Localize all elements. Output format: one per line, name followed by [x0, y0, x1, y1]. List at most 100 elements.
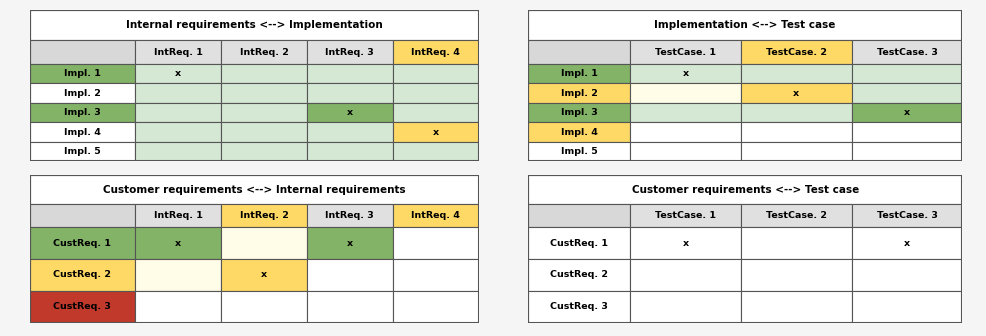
Text: x: x	[903, 239, 909, 248]
Bar	[221, 204, 307, 227]
Text: x: x	[793, 88, 799, 97]
Text: TestCase. 2: TestCase. 2	[765, 47, 826, 56]
Bar	[30, 64, 135, 83]
Text: Impl. 4: Impl. 4	[64, 128, 101, 136]
Text: x: x	[346, 239, 353, 248]
Bar	[629, 142, 740, 161]
Text: IntReq. 4: IntReq. 4	[411, 211, 459, 220]
Text: Internal requirements <--> Implementation: Internal requirements <--> Implementatio…	[125, 20, 383, 30]
Text: CustReq. 2: CustReq. 2	[549, 270, 607, 279]
Bar	[30, 291, 135, 323]
Text: x: x	[175, 69, 181, 78]
Bar	[30, 83, 135, 103]
Bar	[30, 10, 478, 40]
Bar	[392, 142, 478, 161]
Bar	[740, 204, 851, 227]
Bar	[392, 259, 478, 291]
Text: CustReq. 3: CustReq. 3	[549, 302, 607, 311]
Bar	[30, 175, 478, 204]
Bar	[740, 259, 851, 291]
Text: Impl. 3: Impl. 3	[560, 108, 597, 117]
Bar	[629, 40, 740, 64]
Bar	[135, 259, 221, 291]
Text: Impl. 3: Impl. 3	[64, 108, 101, 117]
Bar	[392, 40, 478, 64]
Text: x: x	[903, 108, 909, 117]
Bar	[135, 291, 221, 323]
Bar	[629, 83, 740, 103]
Text: Customer requirements <--> Internal requirements: Customer requirements <--> Internal requ…	[103, 184, 405, 195]
Text: Impl. 1: Impl. 1	[560, 69, 597, 78]
Bar	[307, 291, 392, 323]
Bar	[30, 204, 135, 227]
Bar	[221, 103, 307, 122]
Bar	[740, 291, 851, 323]
Text: IntReq. 1: IntReq. 1	[154, 211, 202, 220]
Bar	[135, 83, 221, 103]
Bar	[851, 142, 961, 161]
Bar	[221, 122, 307, 142]
Text: IntReq. 2: IntReq. 2	[240, 47, 288, 56]
Text: Implementation <--> Test case: Implementation <--> Test case	[654, 20, 835, 30]
Text: Impl. 2: Impl. 2	[64, 88, 101, 97]
Bar	[392, 122, 478, 142]
Bar	[221, 40, 307, 64]
Bar	[135, 40, 221, 64]
Bar	[740, 122, 851, 142]
Bar	[740, 83, 851, 103]
Bar	[30, 122, 135, 142]
Text: x: x	[260, 270, 267, 279]
Bar	[851, 122, 961, 142]
Bar	[307, 204, 392, 227]
Bar	[528, 40, 629, 64]
Text: x: x	[175, 239, 181, 248]
Bar	[629, 103, 740, 122]
Bar	[221, 64, 307, 83]
Text: TestCase. 3: TestCase. 3	[876, 47, 937, 56]
Bar	[392, 291, 478, 323]
Bar	[392, 83, 478, 103]
Bar	[629, 64, 740, 83]
Bar	[392, 227, 478, 259]
Text: x: x	[432, 128, 439, 136]
Bar	[307, 142, 392, 161]
Bar	[528, 103, 629, 122]
Bar	[851, 40, 961, 64]
Bar	[629, 227, 740, 259]
Text: Impl. 5: Impl. 5	[560, 147, 597, 156]
Bar	[307, 83, 392, 103]
Text: Customer requirements <--> Test case: Customer requirements <--> Test case	[631, 184, 858, 195]
Bar	[135, 103, 221, 122]
Bar	[392, 64, 478, 83]
Bar	[629, 291, 740, 323]
Bar	[307, 64, 392, 83]
Bar	[629, 259, 740, 291]
Text: TestCase. 3: TestCase. 3	[876, 211, 937, 220]
Bar	[740, 142, 851, 161]
Text: TestCase. 1: TestCase. 1	[655, 47, 715, 56]
Text: Impl. 5: Impl. 5	[64, 147, 101, 156]
Text: CustReq. 1: CustReq. 1	[549, 239, 607, 248]
Bar	[528, 10, 961, 40]
Bar	[528, 227, 629, 259]
Bar	[135, 142, 221, 161]
Bar	[740, 103, 851, 122]
Bar	[528, 142, 629, 161]
Text: TestCase. 1: TestCase. 1	[655, 211, 715, 220]
Bar	[221, 142, 307, 161]
Bar	[740, 64, 851, 83]
Bar	[307, 227, 392, 259]
Text: x: x	[681, 69, 688, 78]
Text: IntReq. 4: IntReq. 4	[411, 47, 459, 56]
Bar	[221, 83, 307, 103]
Bar	[30, 259, 135, 291]
Bar	[528, 64, 629, 83]
Bar	[528, 83, 629, 103]
Bar	[740, 40, 851, 64]
Bar	[392, 103, 478, 122]
Text: TestCase. 2: TestCase. 2	[765, 211, 826, 220]
Bar	[307, 40, 392, 64]
Bar	[629, 204, 740, 227]
Text: Impl. 4: Impl. 4	[560, 128, 597, 136]
Text: IntReq. 1: IntReq. 1	[154, 47, 202, 56]
